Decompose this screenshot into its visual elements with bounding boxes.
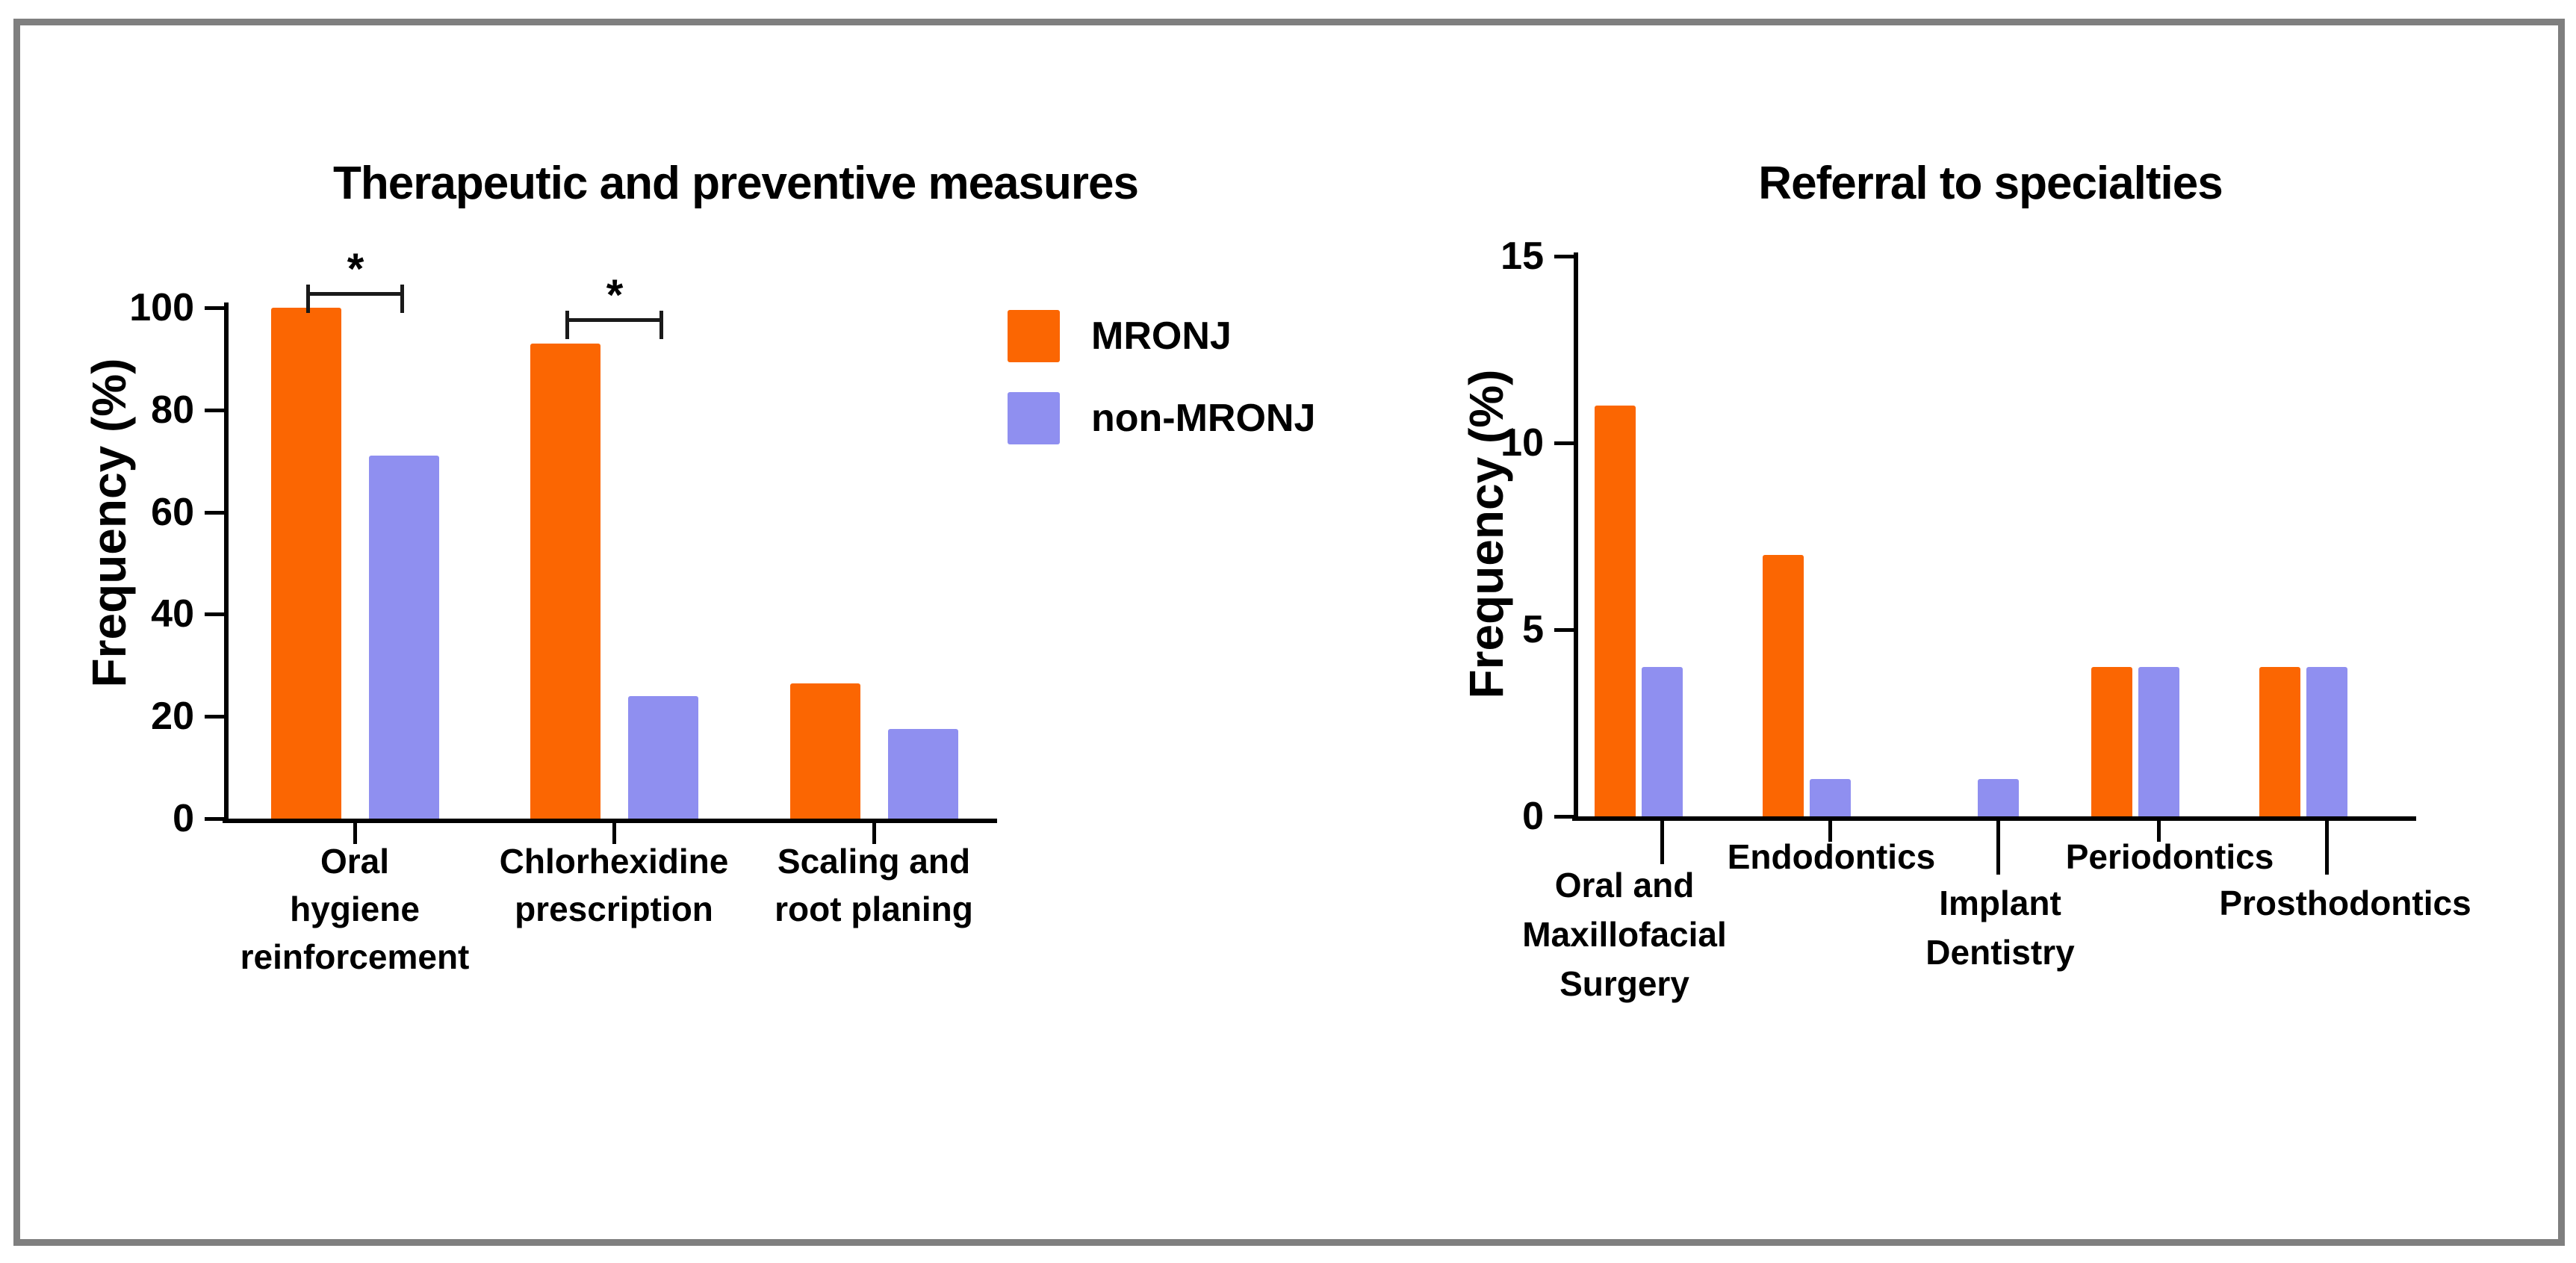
x-tick bbox=[1996, 821, 2000, 875]
y-tick-label: 0 bbox=[173, 797, 194, 840]
legend-label-mronj: MRONJ bbox=[1091, 314, 1232, 358]
x-category-label: Implant bbox=[1939, 884, 2061, 922]
x-category-label: Endodontics bbox=[1727, 837, 1936, 876]
x-category-label: Prosthodontics bbox=[2219, 884, 2471, 922]
y-tick bbox=[205, 612, 224, 616]
x-tick bbox=[1660, 821, 1664, 864]
bar-non-mronj-4 bbox=[2306, 667, 2347, 816]
x-axis bbox=[223, 819, 997, 823]
y-tick bbox=[1554, 815, 1574, 819]
y-axis bbox=[224, 302, 229, 822]
x-category-label: Oral bbox=[320, 842, 390, 881]
bar-non-mronj-3 bbox=[2138, 667, 2179, 816]
legend-swatch-non-mronj bbox=[1008, 392, 1060, 444]
x-category-label: Maxillofacial bbox=[1522, 915, 1727, 954]
y-axis-label: Frequency (%) bbox=[1459, 369, 1513, 699]
x-category-label: Periodontics bbox=[2065, 837, 2274, 876]
x-category-label: reinforcement bbox=[240, 937, 470, 976]
x-category-label: hygiene bbox=[290, 890, 420, 928]
x-tick bbox=[2157, 821, 2161, 842]
bar-mronj-3 bbox=[2091, 667, 2132, 816]
significance-star: * bbox=[606, 271, 624, 320]
bar-mronj-2 bbox=[790, 683, 860, 819]
y-tick bbox=[1554, 628, 1574, 632]
legend-label-non-mronj: non-MRONJ bbox=[1091, 397, 1316, 440]
significance-bracket bbox=[565, 318, 663, 322]
significance-bracket-cap bbox=[565, 311, 569, 339]
y-tick bbox=[205, 409, 224, 412]
x-tick bbox=[612, 823, 616, 844]
significance-bracket-cap bbox=[659, 311, 663, 339]
significance-bracket-cap bbox=[400, 285, 404, 313]
y-tick-label: 80 bbox=[151, 388, 194, 432]
y-tick bbox=[205, 715, 224, 719]
y-tick-label: 20 bbox=[151, 695, 194, 738]
y-tick bbox=[205, 306, 224, 310]
x-category-label: Dentistry bbox=[1925, 933, 2075, 972]
significance-bracket-cap bbox=[306, 285, 310, 313]
x-category-label: Scaling and bbox=[777, 842, 971, 881]
chart-title: Therapeutic and preventive measures bbox=[332, 158, 1139, 209]
bar-mronj-0 bbox=[1595, 406, 1636, 816]
significance-bracket bbox=[306, 292, 404, 296]
y-tick bbox=[1554, 255, 1574, 258]
x-tick bbox=[1828, 821, 1832, 842]
chart-title: Referral to specialties bbox=[1758, 158, 2223, 209]
x-category-label: Oral and bbox=[1554, 866, 1695, 904]
bar-non-mronj-1 bbox=[1810, 779, 1851, 816]
bar-non-mronj-0 bbox=[1642, 667, 1683, 816]
bar-non-mronj-1 bbox=[628, 696, 698, 819]
y-tick-label: 60 bbox=[151, 491, 194, 534]
y-tick-label: 100 bbox=[129, 286, 194, 329]
bar-non-mronj-0 bbox=[369, 456, 439, 819]
y-tick bbox=[205, 511, 224, 515]
x-axis bbox=[1572, 816, 2416, 821]
bar-mronj-4 bbox=[2259, 667, 2300, 816]
x-category-label: root planing bbox=[775, 890, 973, 928]
y-tick-label: 5 bbox=[1522, 608, 1544, 651]
bar-mronj-1 bbox=[1763, 555, 1804, 816]
x-tick bbox=[872, 823, 876, 844]
y-tick bbox=[205, 817, 224, 821]
legend-item-non-mronj: non-MRONJ bbox=[1008, 392, 1315, 444]
legend: MRONJ non-MRONJ bbox=[1008, 310, 1315, 474]
bar-non-mronj-2 bbox=[1978, 779, 2019, 816]
x-category-label: Chlorhexidine bbox=[499, 842, 729, 881]
y-tick-label: 10 bbox=[1500, 421, 1544, 465]
x-category-label: Surgery bbox=[1559, 964, 1689, 1003]
y-tick-label: 40 bbox=[151, 592, 194, 636]
y-tick-label: 15 bbox=[1500, 235, 1544, 278]
legend-item-mronj: MRONJ bbox=[1008, 310, 1315, 362]
x-tick bbox=[2325, 821, 2329, 875]
x-tick bbox=[353, 823, 357, 844]
y-tick bbox=[1554, 441, 1574, 445]
y-axis bbox=[1574, 252, 1578, 820]
significance-star: * bbox=[347, 245, 364, 294]
x-category-label: prescription bbox=[515, 890, 713, 928]
legend-swatch-mronj bbox=[1008, 310, 1060, 362]
bar-mronj-1 bbox=[530, 344, 600, 819]
y-tick-label: 0 bbox=[1522, 795, 1544, 838]
bar-mronj-0 bbox=[271, 308, 341, 819]
bar-non-mronj-2 bbox=[888, 729, 958, 819]
